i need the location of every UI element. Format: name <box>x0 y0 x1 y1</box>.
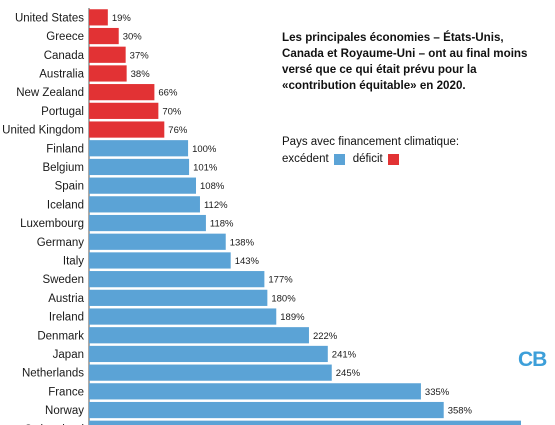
category-label: Switzerland <box>25 424 84 425</box>
legend-deficit-swatch <box>387 154 399 165</box>
category-label: Netherlands <box>22 368 84 380</box>
chart-note: Les principales économies – États-Unis, … <box>282 31 528 92</box>
value-label: 138% <box>230 237 255 248</box>
value-label: 70% <box>162 106 182 117</box>
value-label: 177% <box>268 275 293 286</box>
bar-netherlands <box>89 364 332 381</box>
bar-portugal <box>89 102 159 119</box>
value-label: 101% <box>193 162 218 173</box>
value-label: 76% <box>168 125 188 136</box>
category-label: Finland <box>46 143 84 155</box>
legend-items: excédent déficit <box>282 151 542 168</box>
bar-italy <box>89 252 231 269</box>
bar-austria <box>89 289 268 306</box>
legend-deficit-label: déficit <box>352 153 383 165</box>
category-label: Australia <box>39 68 84 80</box>
legend-title: Pays avec financement climatique: <box>282 136 460 148</box>
bar-norway <box>89 401 444 419</box>
category-label: United Kingdom <box>2 125 84 137</box>
bar-new-zealand <box>89 84 155 101</box>
cb-logo: CB <box>518 348 547 371</box>
bar-united-kingdom <box>89 121 165 138</box>
bar-iceland <box>89 196 200 213</box>
value-label: 37% <box>130 50 150 61</box>
category-label: Ireland <box>49 312 84 324</box>
bar-finland <box>89 140 189 157</box>
legend-surplus-label: excédent <box>282 153 329 165</box>
bar-france <box>89 383 421 400</box>
category-label: Austria <box>48 293 84 305</box>
category-label: Belgium <box>42 162 84 174</box>
legend-surplus-swatch <box>333 154 345 165</box>
bar-denmark <box>89 327 309 344</box>
bar-japan <box>89 345 328 363</box>
value-label: 108% <box>200 181 225 192</box>
category-label: Norway <box>45 405 84 417</box>
value-label: 180% <box>271 293 296 304</box>
category-label: France <box>48 386 84 398</box>
category-label: Germany <box>37 237 85 249</box>
category-label: Iceland <box>47 199 84 211</box>
value-label: 358% <box>448 406 473 417</box>
value-label: 66% <box>158 88 178 99</box>
value-label: 245% <box>336 368 361 379</box>
category-label: Spain <box>55 181 84 193</box>
bar-belgium <box>89 158 190 176</box>
bar-greece <box>89 27 119 45</box>
category-label: Japan <box>53 349 84 361</box>
bar-australia <box>89 65 127 82</box>
bar-canada <box>89 46 126 63</box>
value-label: 118% <box>210 219 234 230</box>
bar-sweden <box>89 271 265 288</box>
category-label: Denmark <box>37 330 84 342</box>
category-label: Luxembourg <box>20 218 84 230</box>
category-label: Italy <box>63 255 84 267</box>
bar-ireland <box>89 308 277 325</box>
value-label: 19% <box>112 13 132 24</box>
value-label: 189% <box>280 312 305 323</box>
bar-luxembourg <box>89 214 206 232</box>
value-label: 335% <box>425 387 450 398</box>
bar-spain <box>89 177 197 194</box>
category-label: United States <box>15 12 84 24</box>
value-label: 241% <box>332 349 357 360</box>
category-label: Sweden <box>42 274 84 286</box>
category-label: Greece <box>46 31 84 43</box>
value-label: 30% <box>123 32 143 43</box>
legend: Pays avec financement climatique: excéde… <box>282 134 542 168</box>
value-label: 38% <box>131 69 151 80</box>
bar-united-states <box>89 9 108 26</box>
value-label: 143% <box>235 256 260 267</box>
category-label: New Zealand <box>16 87 84 99</box>
category-label: Canada <box>44 50 85 62</box>
value-label: 112% <box>204 200 228 211</box>
value-label: 222% <box>313 331 338 342</box>
bar-germany <box>89 233 226 250</box>
bar-switzerland <box>89 420 521 425</box>
category-label: Portugal <box>41 106 84 118</box>
value-label: 100% <box>192 144 217 155</box>
